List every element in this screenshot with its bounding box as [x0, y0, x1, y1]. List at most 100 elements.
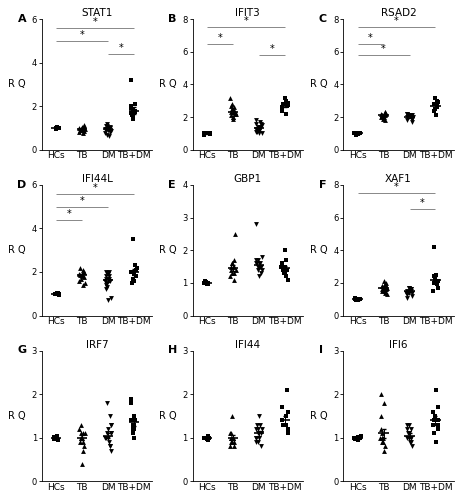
Point [379, 282, 386, 290]
Title: XAF1: XAF1 [385, 174, 412, 184]
Point [103, 120, 110, 128]
Point [131, 108, 139, 116]
Point [204, 280, 212, 287]
Point [103, 399, 110, 407]
Point [252, 434, 259, 442]
Point [254, 128, 261, 136]
Point [433, 104, 440, 112]
Point [106, 276, 113, 284]
Point [227, 112, 234, 120]
Point [405, 112, 412, 120]
Point [102, 274, 109, 282]
Point [430, 100, 438, 108]
Point [228, 430, 235, 438]
Point [54, 434, 61, 442]
Point [357, 432, 365, 440]
Point [284, 408, 292, 416]
Point [377, 425, 384, 433]
Point [404, 425, 411, 433]
Text: D: D [18, 180, 27, 190]
Point [431, 274, 438, 282]
Point [80, 120, 88, 128]
Point [408, 118, 416, 126]
Point [82, 125, 89, 133]
Y-axis label: R Q: R Q [8, 80, 26, 90]
Point [53, 123, 61, 131]
Point [377, 412, 385, 420]
Text: *: * [92, 182, 97, 192]
Point [254, 126, 261, 134]
Point [434, 403, 442, 411]
Point [252, 438, 260, 446]
Point [107, 420, 115, 428]
Point [383, 284, 390, 292]
Point [128, 268, 135, 276]
Point [403, 420, 411, 428]
Point [79, 438, 87, 446]
Point [202, 279, 210, 287]
Point [381, 447, 388, 455]
Point [405, 430, 413, 438]
Point [103, 281, 110, 289]
Point [229, 438, 236, 446]
Point [434, 425, 441, 433]
Point [128, 111, 136, 119]
Point [252, 120, 260, 128]
Point [80, 274, 88, 281]
Point [229, 115, 237, 123]
Point [351, 130, 358, 138]
Point [378, 286, 386, 294]
Point [104, 425, 111, 433]
Text: H: H [168, 346, 177, 356]
Point [79, 266, 86, 274]
Point [284, 425, 292, 433]
Point [133, 272, 140, 280]
Point [77, 420, 84, 428]
Point [253, 420, 260, 428]
Title: RSAD2: RSAD2 [381, 8, 416, 18]
Point [282, 98, 289, 106]
Point [408, 438, 415, 446]
Point [430, 416, 438, 424]
Point [378, 112, 386, 120]
Point [76, 271, 83, 279]
Point [55, 124, 62, 132]
Text: A: A [18, 14, 26, 24]
Point [52, 124, 59, 132]
Point [207, 130, 214, 138]
Point [107, 442, 114, 450]
Point [200, 131, 207, 139]
Point [281, 269, 289, 277]
Point [406, 438, 413, 446]
Point [101, 434, 108, 442]
Point [130, 270, 138, 278]
Point [252, 434, 260, 442]
Point [129, 236, 137, 244]
Point [280, 269, 287, 277]
Point [132, 266, 140, 274]
Y-axis label: R Q: R Q [310, 80, 328, 90]
Point [80, 122, 87, 130]
Point [408, 112, 416, 120]
Point [405, 284, 413, 292]
Point [354, 130, 361, 138]
Point [206, 130, 213, 138]
Point [408, 115, 416, 123]
Point [378, 438, 385, 446]
Point [407, 434, 415, 442]
Point [103, 122, 110, 130]
Point [255, 126, 262, 134]
Point [255, 272, 262, 280]
Point [101, 276, 109, 284]
Point [55, 124, 63, 132]
Point [104, 296, 112, 304]
Point [127, 102, 134, 110]
Point [352, 434, 359, 442]
Point [201, 279, 208, 287]
Point [252, 260, 260, 268]
Point [201, 279, 209, 287]
Point [432, 386, 440, 394]
Point [107, 123, 114, 131]
Y-axis label: R Q: R Q [8, 245, 26, 255]
Point [377, 113, 384, 121]
